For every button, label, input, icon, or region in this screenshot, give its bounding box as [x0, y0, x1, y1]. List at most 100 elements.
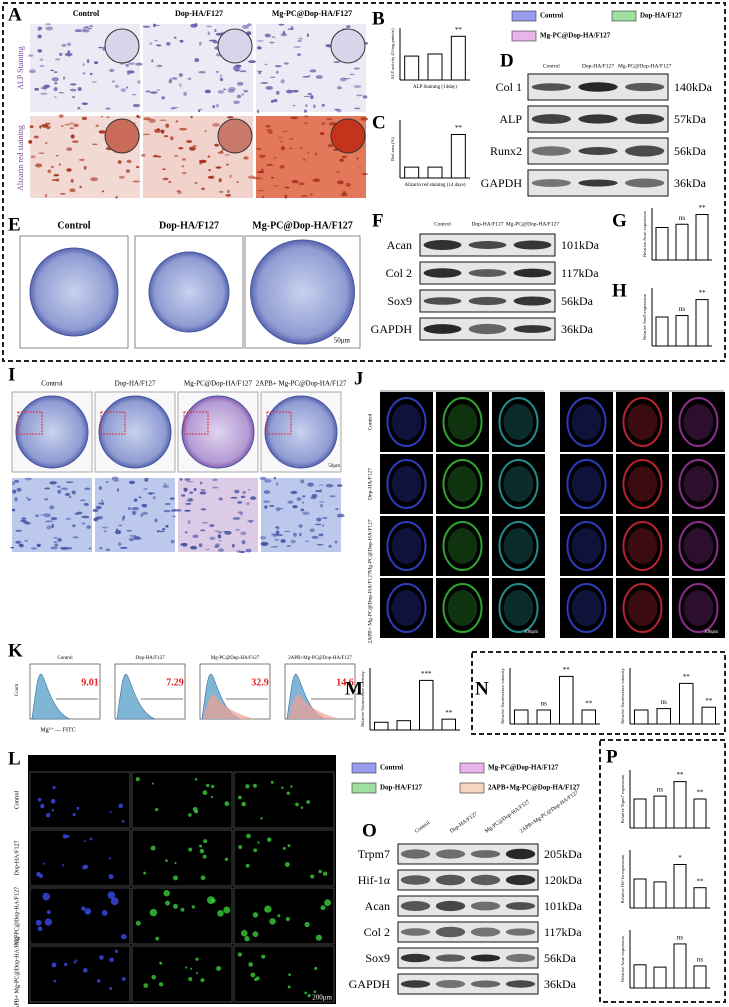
column-header: Control [57, 220, 90, 231]
cell [309, 69, 317, 73]
cell [356, 156, 359, 161]
cell [109, 810, 112, 814]
fluorescence-signal [447, 404, 478, 440]
fluorescence-signal [627, 528, 658, 564]
fluorescence-signal [678, 521, 719, 571]
fluorescence-signal [391, 466, 422, 502]
cell [202, 790, 208, 796]
fluorescence-image [560, 454, 613, 514]
cell [66, 147, 73, 152]
cell [65, 481, 74, 484]
cell [38, 152, 45, 154]
cell [86, 525, 92, 529]
cell [149, 908, 158, 917]
tissue-section [264, 395, 338, 469]
bar [701, 706, 716, 725]
legend-swatch [351, 762, 377, 774]
fluorescence-signal [442, 583, 483, 633]
significance: ** [677, 771, 685, 779]
bar [536, 709, 551, 725]
cell [99, 955, 104, 960]
cell [35, 514, 40, 517]
fluorescence-image [233, 829, 335, 887]
cell [24, 539, 29, 542]
cell [86, 911, 90, 914]
cell [56, 485, 61, 489]
bar [396, 720, 411, 731]
bar [693, 798, 707, 829]
cell [199, 844, 203, 848]
cell [132, 180, 141, 183]
legend-label: Dop-HA/F127 [640, 12, 683, 20]
cell [232, 66, 236, 70]
bar [675, 315, 689, 347]
cell [90, 177, 99, 182]
row-label: Alizarin red staining [16, 125, 25, 191]
fluorescence-image [380, 516, 433, 576]
cell [109, 957, 114, 962]
inset [330, 118, 366, 154]
cell [101, 501, 105, 506]
cell [298, 37, 303, 40]
percentage: 7.29 [166, 677, 184, 688]
cell [202, 854, 207, 859]
cell [151, 974, 156, 980]
band-size: 101kDa [544, 899, 583, 913]
cell [51, 77, 59, 82]
cell [107, 891, 116, 899]
cell [300, 479, 305, 484]
cell [237, 952, 243, 957]
cell [217, 90, 225, 94]
cell [28, 140, 33, 144]
cell [336, 180, 344, 185]
blot-band [470, 980, 501, 988]
panel-letter: C [372, 112, 386, 133]
cell [44, 487, 51, 490]
cell [178, 147, 184, 150]
cell [180, 907, 185, 912]
cell [362, 95, 368, 99]
cell [199, 162, 202, 165]
blot-band [578, 82, 618, 92]
cell [212, 105, 216, 109]
cell [30, 547, 38, 550]
significance: ** [585, 700, 593, 708]
cell [293, 532, 297, 537]
cell [307, 152, 310, 154]
cell [51, 962, 57, 968]
fluorescence-image [560, 516, 613, 576]
cell [361, 172, 368, 176]
cell [45, 23, 51, 25]
cell [282, 130, 288, 132]
cell [314, 966, 318, 970]
cell [37, 28, 41, 32]
cell [302, 158, 306, 162]
fluorescence-image [492, 392, 545, 452]
cell [155, 807, 159, 812]
cell [61, 864, 65, 867]
cell [208, 39, 217, 42]
cell [334, 540, 338, 544]
blot-strip [397, 895, 539, 917]
cell [257, 109, 260, 114]
cell [46, 910, 51, 915]
fluorescence-signal [503, 590, 534, 626]
cell [200, 529, 206, 532]
tissue-section [181, 395, 255, 469]
axis-label: ALP Staining (14day) [413, 85, 457, 90]
cell [191, 905, 195, 909]
axis-label: Relative Trpm7 expression [620, 774, 625, 823]
column-header: Dop-HA/F127 [175, 9, 223, 18]
cell [199, 491, 207, 495]
cell [319, 489, 323, 493]
zoom-box [183, 411, 209, 435]
axis-label: Relative Sox9 expression [642, 293, 647, 339]
cell [241, 929, 248, 937]
cell [349, 73, 355, 75]
blot-strip [397, 947, 539, 969]
cell [162, 168, 166, 170]
significance: ** [697, 877, 705, 885]
cell [243, 156, 249, 160]
bar [693, 965, 707, 989]
zoom-box [17, 411, 43, 435]
